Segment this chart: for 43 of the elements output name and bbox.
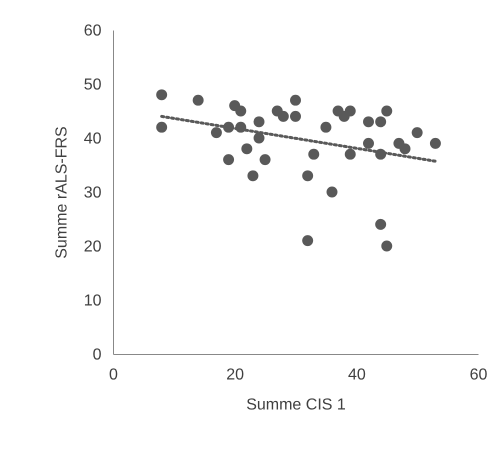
- point: [235, 106, 246, 116]
- point: [290, 110, 301, 122]
- point: [430, 138, 441, 149]
- y-tick-label: 50: [84, 76, 102, 94]
- point: [278, 110, 289, 122]
- point: [375, 218, 386, 230]
- point: [363, 138, 374, 149]
- y-tick-label: 30: [84, 184, 102, 202]
- point: [241, 143, 252, 154]
- point: [302, 235, 314, 246]
- point: [302, 170, 314, 182]
- y-tick-label: 60: [84, 22, 102, 40]
- point: [381, 240, 392, 252]
- x-tick-label: 40: [348, 366, 366, 384]
- y-axis-title: Summe rALS-FRS: [54, 126, 71, 259]
- point: [344, 148, 356, 160]
- point: [412, 127, 423, 138]
- point: [254, 132, 264, 144]
- x-tick-label: 20: [226, 366, 244, 384]
- point: [192, 94, 204, 106]
- point: [290, 94, 301, 106]
- x-axis-title: Summe CIS 1: [246, 396, 346, 414]
- point: [363, 116, 374, 128]
- point: [308, 148, 320, 160]
- y-tick-label: 10: [84, 292, 102, 310]
- y-tick-label: 40: [84, 130, 102, 148]
- y-tick-label: 0: [92, 346, 102, 364]
- point: [400, 143, 410, 154]
- point: [320, 122, 332, 133]
- point: [210, 127, 222, 138]
- point: [344, 106, 356, 116]
- point: [260, 154, 271, 166]
- point: [156, 122, 168, 133]
- y-tick-label: 20: [84, 238, 102, 256]
- x-tick-label: 0: [109, 366, 118, 384]
- x-tick-label: 60: [470, 366, 488, 384]
- point: [156, 89, 168, 100]
- point: [254, 116, 264, 128]
- point: [375, 116, 386, 128]
- point: [326, 186, 338, 198]
- point: [223, 154, 234, 166]
- point: [247, 170, 258, 182]
- point: [381, 106, 392, 116]
